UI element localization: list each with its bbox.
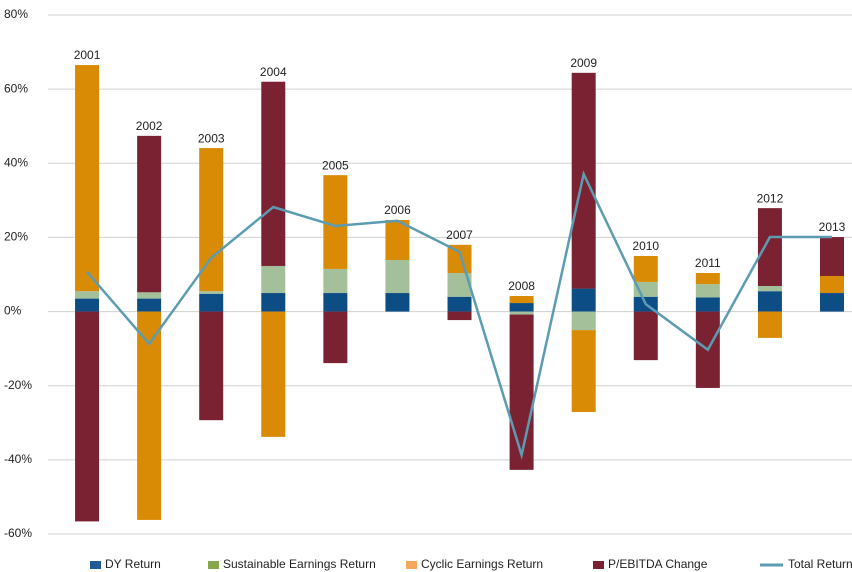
category-label: 2010 (632, 239, 659, 253)
y-tick-label: 0% (4, 304, 22, 318)
bar-segment (447, 273, 472, 297)
bar-segment (261, 311, 286, 437)
bar-segment (509, 296, 534, 304)
bar-segment (75, 298, 100, 312)
category-label: 2005 (322, 158, 349, 172)
bar-segment (385, 293, 410, 312)
bar-segment (447, 244, 472, 274)
legend-label: Cyclic Earnings Return (421, 557, 543, 571)
category-label: 2013 (819, 220, 846, 234)
bar-segment (137, 135, 162, 293)
bar-segment (447, 311, 472, 321)
legend-swatch (90, 561, 101, 569)
category-label: 2002 (136, 119, 163, 133)
legend-label: Total Return (788, 557, 852, 571)
category-label: 2007 (446, 228, 473, 242)
bar-segment (75, 311, 100, 522)
bar-segment (571, 72, 596, 289)
bar-segment (695, 284, 720, 298)
category-label: 2012 (757, 191, 784, 205)
bar-segment (509, 303, 534, 312)
bar-segment (75, 65, 100, 292)
bar-segment (199, 293, 224, 312)
legend-swatch (406, 561, 417, 569)
bar-segment (261, 265, 286, 294)
bar-segment (323, 268, 348, 294)
legend-label: DY Return (105, 557, 161, 571)
y-tick-label: -40% (4, 452, 32, 466)
category-label: 2003 (198, 131, 225, 145)
y-tick-label: 60% (4, 81, 28, 95)
category-label: 2008 (508, 279, 535, 293)
bar-segment (137, 311, 162, 520)
bar-segment (757, 285, 782, 292)
bar-segment (571, 330, 596, 413)
bar-segment (633, 255, 658, 282)
category-label: 2001 (74, 48, 101, 62)
category-label: 2004 (260, 65, 287, 79)
bar-segment (137, 292, 162, 299)
bar-segment (757, 311, 782, 338)
bar-segment (695, 297, 720, 312)
bar-segment (447, 296, 472, 312)
legend-swatch (593, 561, 604, 569)
bar-segment (820, 275, 844, 294)
bar-segment (75, 291, 100, 299)
category-label: 2009 (570, 56, 597, 70)
bar-segment (509, 314, 534, 470)
total-line (86, 170, 832, 460)
legend-swatch (208, 561, 219, 569)
bar-segment (633, 311, 658, 361)
bar-segment (509, 311, 534, 315)
y-tick-label: -20% (4, 378, 32, 392)
bar-segment (323, 293, 348, 312)
legend-label: P/EBITDA Change (608, 557, 708, 571)
bar-segment (323, 311, 348, 364)
category-label: 2006 (384, 203, 411, 217)
y-tick-label: 40% (4, 155, 28, 169)
bar-segment (571, 311, 596, 331)
bar-segment (137, 298, 162, 312)
legend-label: Sustainable Earnings Return (223, 557, 376, 571)
bar-segment (385, 260, 410, 294)
bar-segment (695, 273, 720, 285)
y-tick-label: 80% (4, 7, 28, 21)
bar-segment (199, 311, 224, 421)
y-tick-label: 20% (4, 230, 28, 244)
category-label: 2011 (695, 256, 721, 270)
bar-segment (820, 293, 844, 312)
bar-segment (571, 288, 596, 312)
bar-segment (757, 291, 782, 312)
bar-segment (323, 175, 348, 269)
bar-segment (757, 208, 782, 286)
bar-segment (261, 293, 286, 312)
y-tick-label: -60% (4, 526, 32, 540)
bar-segment (199, 291, 224, 294)
bar-segment (261, 81, 286, 266)
bar-segment (385, 220, 410, 261)
bar-segment (820, 237, 844, 276)
